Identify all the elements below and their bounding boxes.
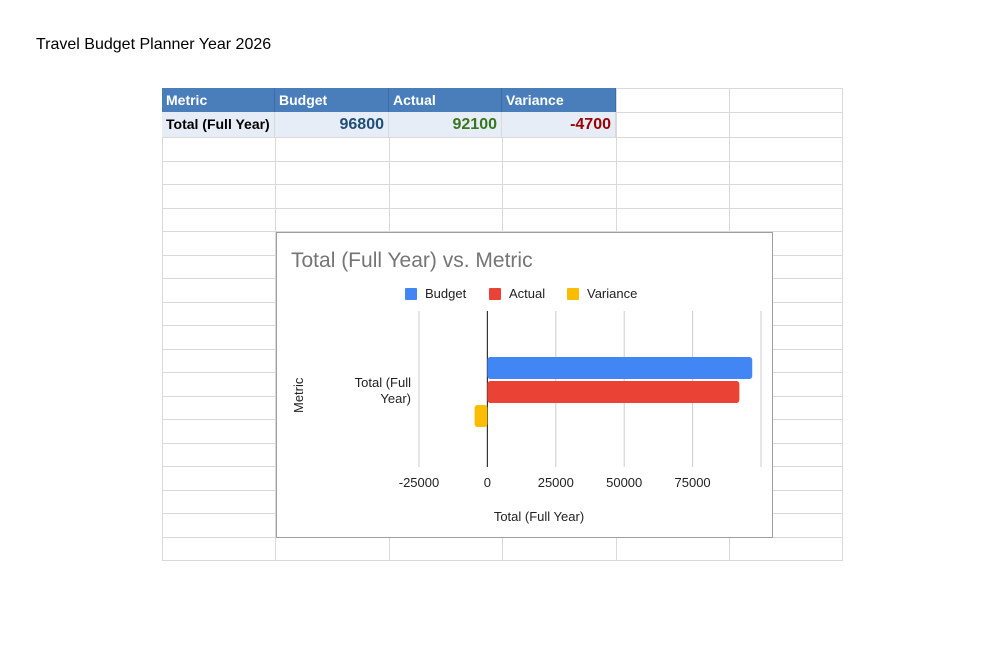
x-axis-title: Total (Full Year) [493,509,585,524]
grid-row-line [162,137,842,138]
legend-label-budget: Budget [425,286,467,301]
bar-budget [487,357,753,379]
cell-variance[interactable]: -4700 [502,112,616,137]
x-tick-label: 50000 [606,475,642,490]
embedded-chart[interactable]: Total (Full Year) vs. Metric Budget Actu… [276,232,773,538]
y-category-label: Total (Full Year) [354,375,411,406]
legend-label-actual: Actual [509,286,546,301]
legend-swatch-variance [567,288,579,300]
grid-column-line [162,88,163,560]
x-tick-label: 25000 [538,475,574,490]
cell-budget[interactable]: 96800 [275,112,389,137]
y-axis-title: Metric [291,377,306,413]
grid-column-line [275,88,276,560]
header-budget[interactable]: Budget [275,88,389,112]
cell-actual[interactable]: 92100 [389,112,502,137]
grid-row-line [162,161,842,162]
chart-plot-area: -25000 0 25000 50000 75000 [399,311,762,490]
header-variance[interactable]: Variance [502,88,616,112]
chart-legend: Budget Actual Variance [277,286,772,302]
document-title: Travel Budget Planner Year 2026 [36,36,272,53]
legend-swatch-budget [405,288,417,300]
grid-row-line [162,231,842,232]
bar-actual [487,381,740,403]
header-metric[interactable]: Metric [162,88,275,112]
legend-swatch-actual [489,288,501,300]
x-tick-label: 75000 [675,475,711,490]
chart-title: Total (Full Year) vs. Metric [291,249,533,272]
bar-variance [474,405,488,427]
legend-label-variance: Variance [587,286,638,301]
grid-row-line [162,184,842,185]
x-tick-label: 0 [484,475,491,490]
header-actual[interactable]: Actual [389,88,502,112]
x-tick-label: -25000 [399,475,439,490]
cell-metric-label[interactable]: Total (Full Year) [162,112,275,137]
grid-row-line [162,560,842,561]
grid-row-line [162,208,842,209]
